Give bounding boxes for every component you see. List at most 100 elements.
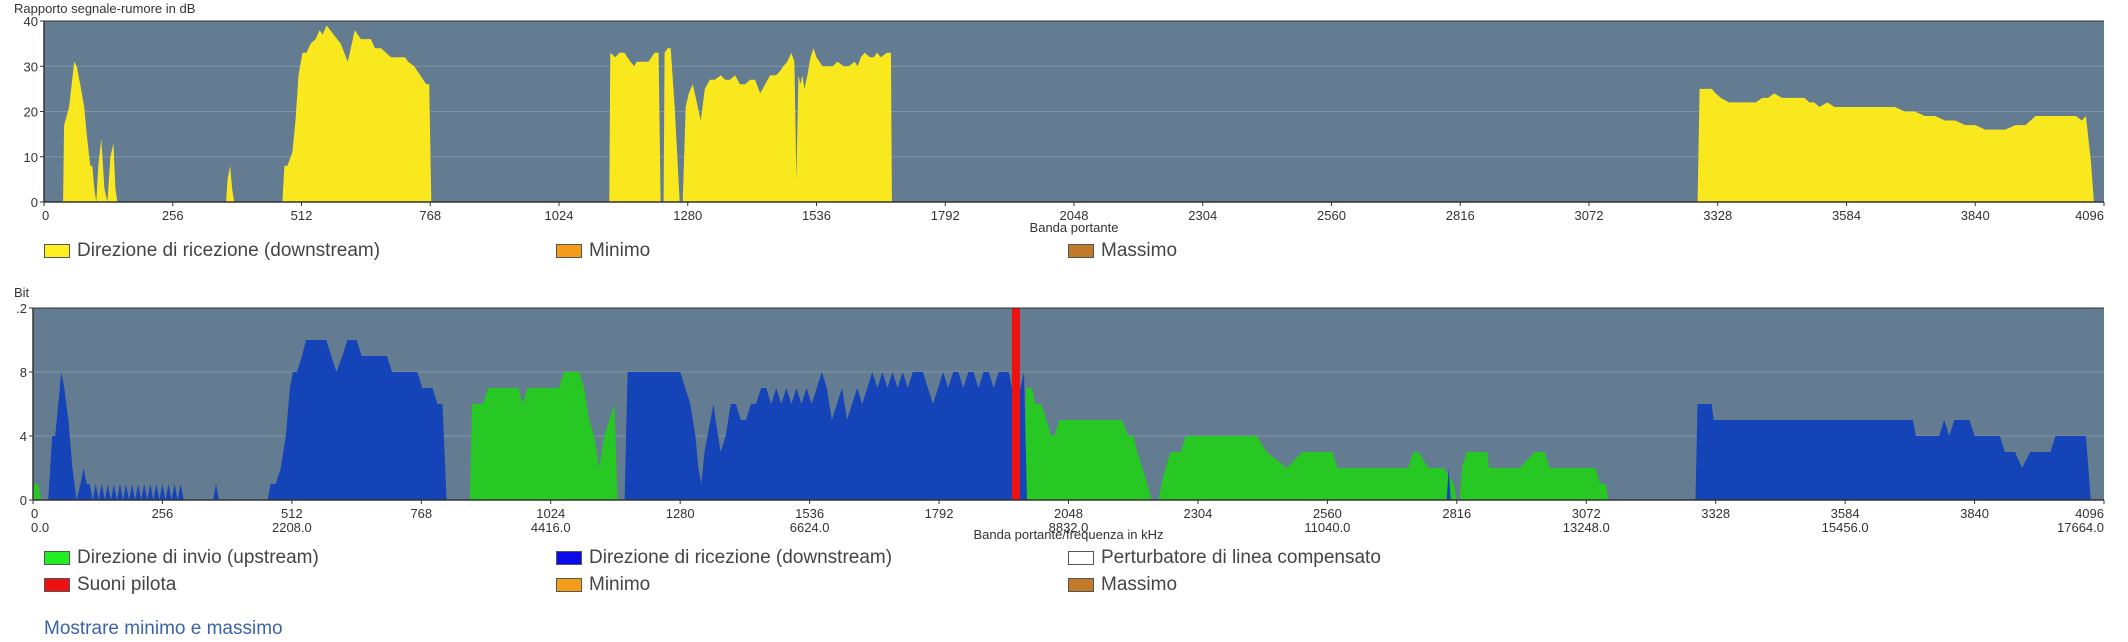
c2-x-tick-label-0: 0 bbox=[31, 506, 38, 521]
bits-legend-minimo: Minimo bbox=[556, 574, 650, 596]
bits-legend-massimo-label: Massimo bbox=[1101, 574, 1178, 595]
bits-legend-pilot: Suoni pilota bbox=[44, 574, 176, 596]
c1-x-tick-label-0: 0 bbox=[42, 208, 49, 223]
c2-y-tick-label-2: 8 bbox=[20, 365, 27, 380]
bits-chart: 0 4 8 .2 0 256 512 768 1024 1280 1536 1792 2048 2304 2… bbox=[14, 285, 2105, 542]
snr-legend-massimo-swatch bbox=[1068, 244, 1094, 258]
c1-x-tick-label-9: 2304 bbox=[1188, 208, 1217, 223]
c2-x-tick-label-13: 3328 bbox=[1701, 506, 1730, 521]
c1-x-tick-label-10: 2560 bbox=[1317, 208, 1346, 223]
bits-legend-downstream-swatch bbox=[556, 551, 582, 565]
c1-x-axis-label: Banda portante bbox=[1030, 220, 1119, 235]
c1-x-tick-label-1: 256 bbox=[162, 208, 184, 223]
c1-series-0-area-3 bbox=[609, 52, 661, 203]
c2-x-tick-secondary-label-0: 0.0 bbox=[31, 520, 49, 535]
c2-x-tick-label-7: 1792 bbox=[925, 506, 954, 521]
c1-x-tick-label-11: 2816 bbox=[1446, 208, 1475, 223]
c2-series-0-area-1 bbox=[469, 372, 618, 500]
c2-x-tick-secondary-label-2: 4416.0 bbox=[531, 520, 571, 535]
c1-x-tick-label-13: 3328 bbox=[1703, 208, 1732, 223]
c2-x-tick-label-4: 1024 bbox=[536, 506, 565, 521]
c2-x-tick-secondary-label-3: 6624.0 bbox=[790, 520, 830, 535]
c1-series-0-area-5 bbox=[1697, 88, 2094, 202]
c2-y-tick-label-1: 4 bbox=[20, 429, 27, 444]
bits-legend-pilot-label: Suoni pilota bbox=[77, 574, 177, 595]
c2-x-tick-label-9: 2304 bbox=[1183, 506, 1212, 521]
c2-series-0-area-4 bbox=[1459, 452, 1609, 500]
snr-chart: 0 10 20 30 40 0 256 512 768 1024 1280 1536 1792 2048 2… bbox=[14, 1, 2105, 235]
c2-x-tick-label-6: 1536 bbox=[795, 506, 824, 521]
c1-y-tick-label-3: 30 bbox=[24, 59, 38, 74]
bits-legend-upstream-label: Direzione di invio (upstream) bbox=[77, 547, 319, 568]
c2-x-tick-label-8: 2048 bbox=[1054, 506, 1083, 521]
c2-x-tick-label-14: 3584 bbox=[1831, 506, 1860, 521]
c2-x-tick-label-1: 256 bbox=[152, 506, 174, 521]
c1-series-0-area-0 bbox=[63, 61, 118, 203]
bits-legend-massimo-swatch bbox=[1068, 578, 1094, 592]
c2-x-tick-label-10: 2560 bbox=[1313, 506, 1342, 521]
bits-legend-upstream-swatch bbox=[44, 551, 70, 565]
c2-series-1-area-0 bbox=[48, 372, 220, 500]
c1-x-tick-label-12: 3072 bbox=[1575, 208, 1604, 223]
c2-x-tick-label-11: 2816 bbox=[1442, 506, 1471, 521]
c2-y-tick-label-0: 0 bbox=[20, 493, 27, 508]
c2-x-tick-label-15: 3840 bbox=[1960, 506, 1989, 521]
snr-legend-minimo-label: Minimo bbox=[589, 240, 651, 261]
c2-x-tick-secondary-label-6: 13248.0 bbox=[1563, 520, 1610, 535]
bits-legend-upstream: Direzione di invio (upstream) bbox=[44, 547, 319, 569]
bits-legend-minimo-swatch bbox=[556, 578, 582, 592]
c2-pilot-tone-0 bbox=[1011, 308, 1020, 500]
c1-x-tick-label-8: 2048 bbox=[1060, 208, 1089, 223]
c1-x-tick-label-4: 1024 bbox=[545, 208, 574, 223]
c2-x-tick-label-2: 512 bbox=[281, 506, 303, 521]
c1-series-0-area-2 bbox=[282, 25, 432, 202]
c2-series-0-area-3 bbox=[1158, 436, 1457, 500]
c1-y-axis-label: Rapporto segnale-rumore in dB bbox=[14, 1, 195, 16]
bits-legend-crosstalk-swatch bbox=[1068, 551, 1094, 565]
c1-y-tick-label-1: 10 bbox=[24, 150, 38, 165]
bits-legend-pilot-swatch bbox=[44, 578, 70, 592]
c2-y-axis-label: Bit bbox=[14, 285, 30, 300]
snr-legend-minimo: Minimo bbox=[556, 240, 650, 262]
c2-y-tick-label-3: .2 bbox=[16, 301, 27, 316]
bits-legend-minimo-label: Minimo bbox=[589, 574, 651, 595]
c1-y-tick-label-4: 40 bbox=[24, 14, 38, 29]
c2-x-tick-label-5: 1280 bbox=[666, 506, 695, 521]
snr-legend-downstream-label: Direzione di ricezione (downstream) bbox=[77, 240, 381, 261]
snr-legend-minimo-swatch bbox=[556, 244, 582, 258]
c2-x-tick-secondary-label-5: 11040.0 bbox=[1304, 520, 1350, 535]
c2-x-tick-label-12: 3072 bbox=[1572, 506, 1601, 521]
c1-x-tick-label-3: 768 bbox=[419, 208, 441, 223]
c2-series-1-area-1 bbox=[267, 340, 447, 500]
c2-x-tick-secondary-label-8: 17664.0 bbox=[2057, 520, 2104, 535]
show-min-max-link[interactable]: Mostrare minimo e massimo bbox=[44, 618, 283, 639]
c2-x-axis-label: Banda portante/frequenza in kHz bbox=[973, 527, 1163, 542]
c1-x-tick-label-15: 3840 bbox=[1961, 208, 1990, 223]
snr-legend-downstream-swatch bbox=[44, 244, 70, 258]
c1-x-tick-label-16: 4096 bbox=[2075, 208, 2104, 223]
bits-legend-downstream: Direzione di ricezione (downstream) bbox=[556, 547, 892, 569]
c2-series-0-area-0 bbox=[33, 484, 42, 500]
bits-legend-crosstalk-label: Perturbatore di linea compensato bbox=[1101, 547, 1381, 568]
c2-series-1-area-2 bbox=[624, 372, 1027, 500]
c1-series-0-area-4 bbox=[663, 48, 892, 203]
bits-legend-downstream-label: Direzione di ricezione (downstream) bbox=[589, 547, 893, 568]
snr-legend-massimo: Massimo bbox=[1068, 240, 1177, 262]
c1-x-tick-label-14: 3584 bbox=[1832, 208, 1861, 223]
c2-series-0-area-2 bbox=[1024, 388, 1152, 500]
c1-x-tick-label-5: 1280 bbox=[673, 208, 702, 223]
snr-legend-downstream: Direzione di ricezione (downstream) bbox=[44, 240, 380, 262]
c2-x-tick-secondary-label-1: 2208.0 bbox=[272, 520, 312, 535]
c2-series-1-area-4 bbox=[1695, 404, 2091, 500]
snr-legend-massimo-label: Massimo bbox=[1101, 240, 1178, 261]
c1-x-tick-label-7: 1792 bbox=[931, 208, 960, 223]
c2-series-1-area-3 bbox=[1446, 468, 1451, 500]
c1-y-tick-label-2: 20 bbox=[24, 105, 38, 120]
c2-x-tick-secondary-label-4: 8832.0 bbox=[1049, 520, 1089, 535]
bits-legend-crosstalk: Perturbatore di linea compensato bbox=[1068, 547, 1381, 569]
c1-series-0-area-1 bbox=[226, 165, 235, 202]
c1-x-tick-label-6: 1536 bbox=[802, 208, 831, 223]
c1-y-tick-label-0: 0 bbox=[31, 195, 38, 210]
c1-x-tick-label-2: 512 bbox=[291, 208, 313, 223]
